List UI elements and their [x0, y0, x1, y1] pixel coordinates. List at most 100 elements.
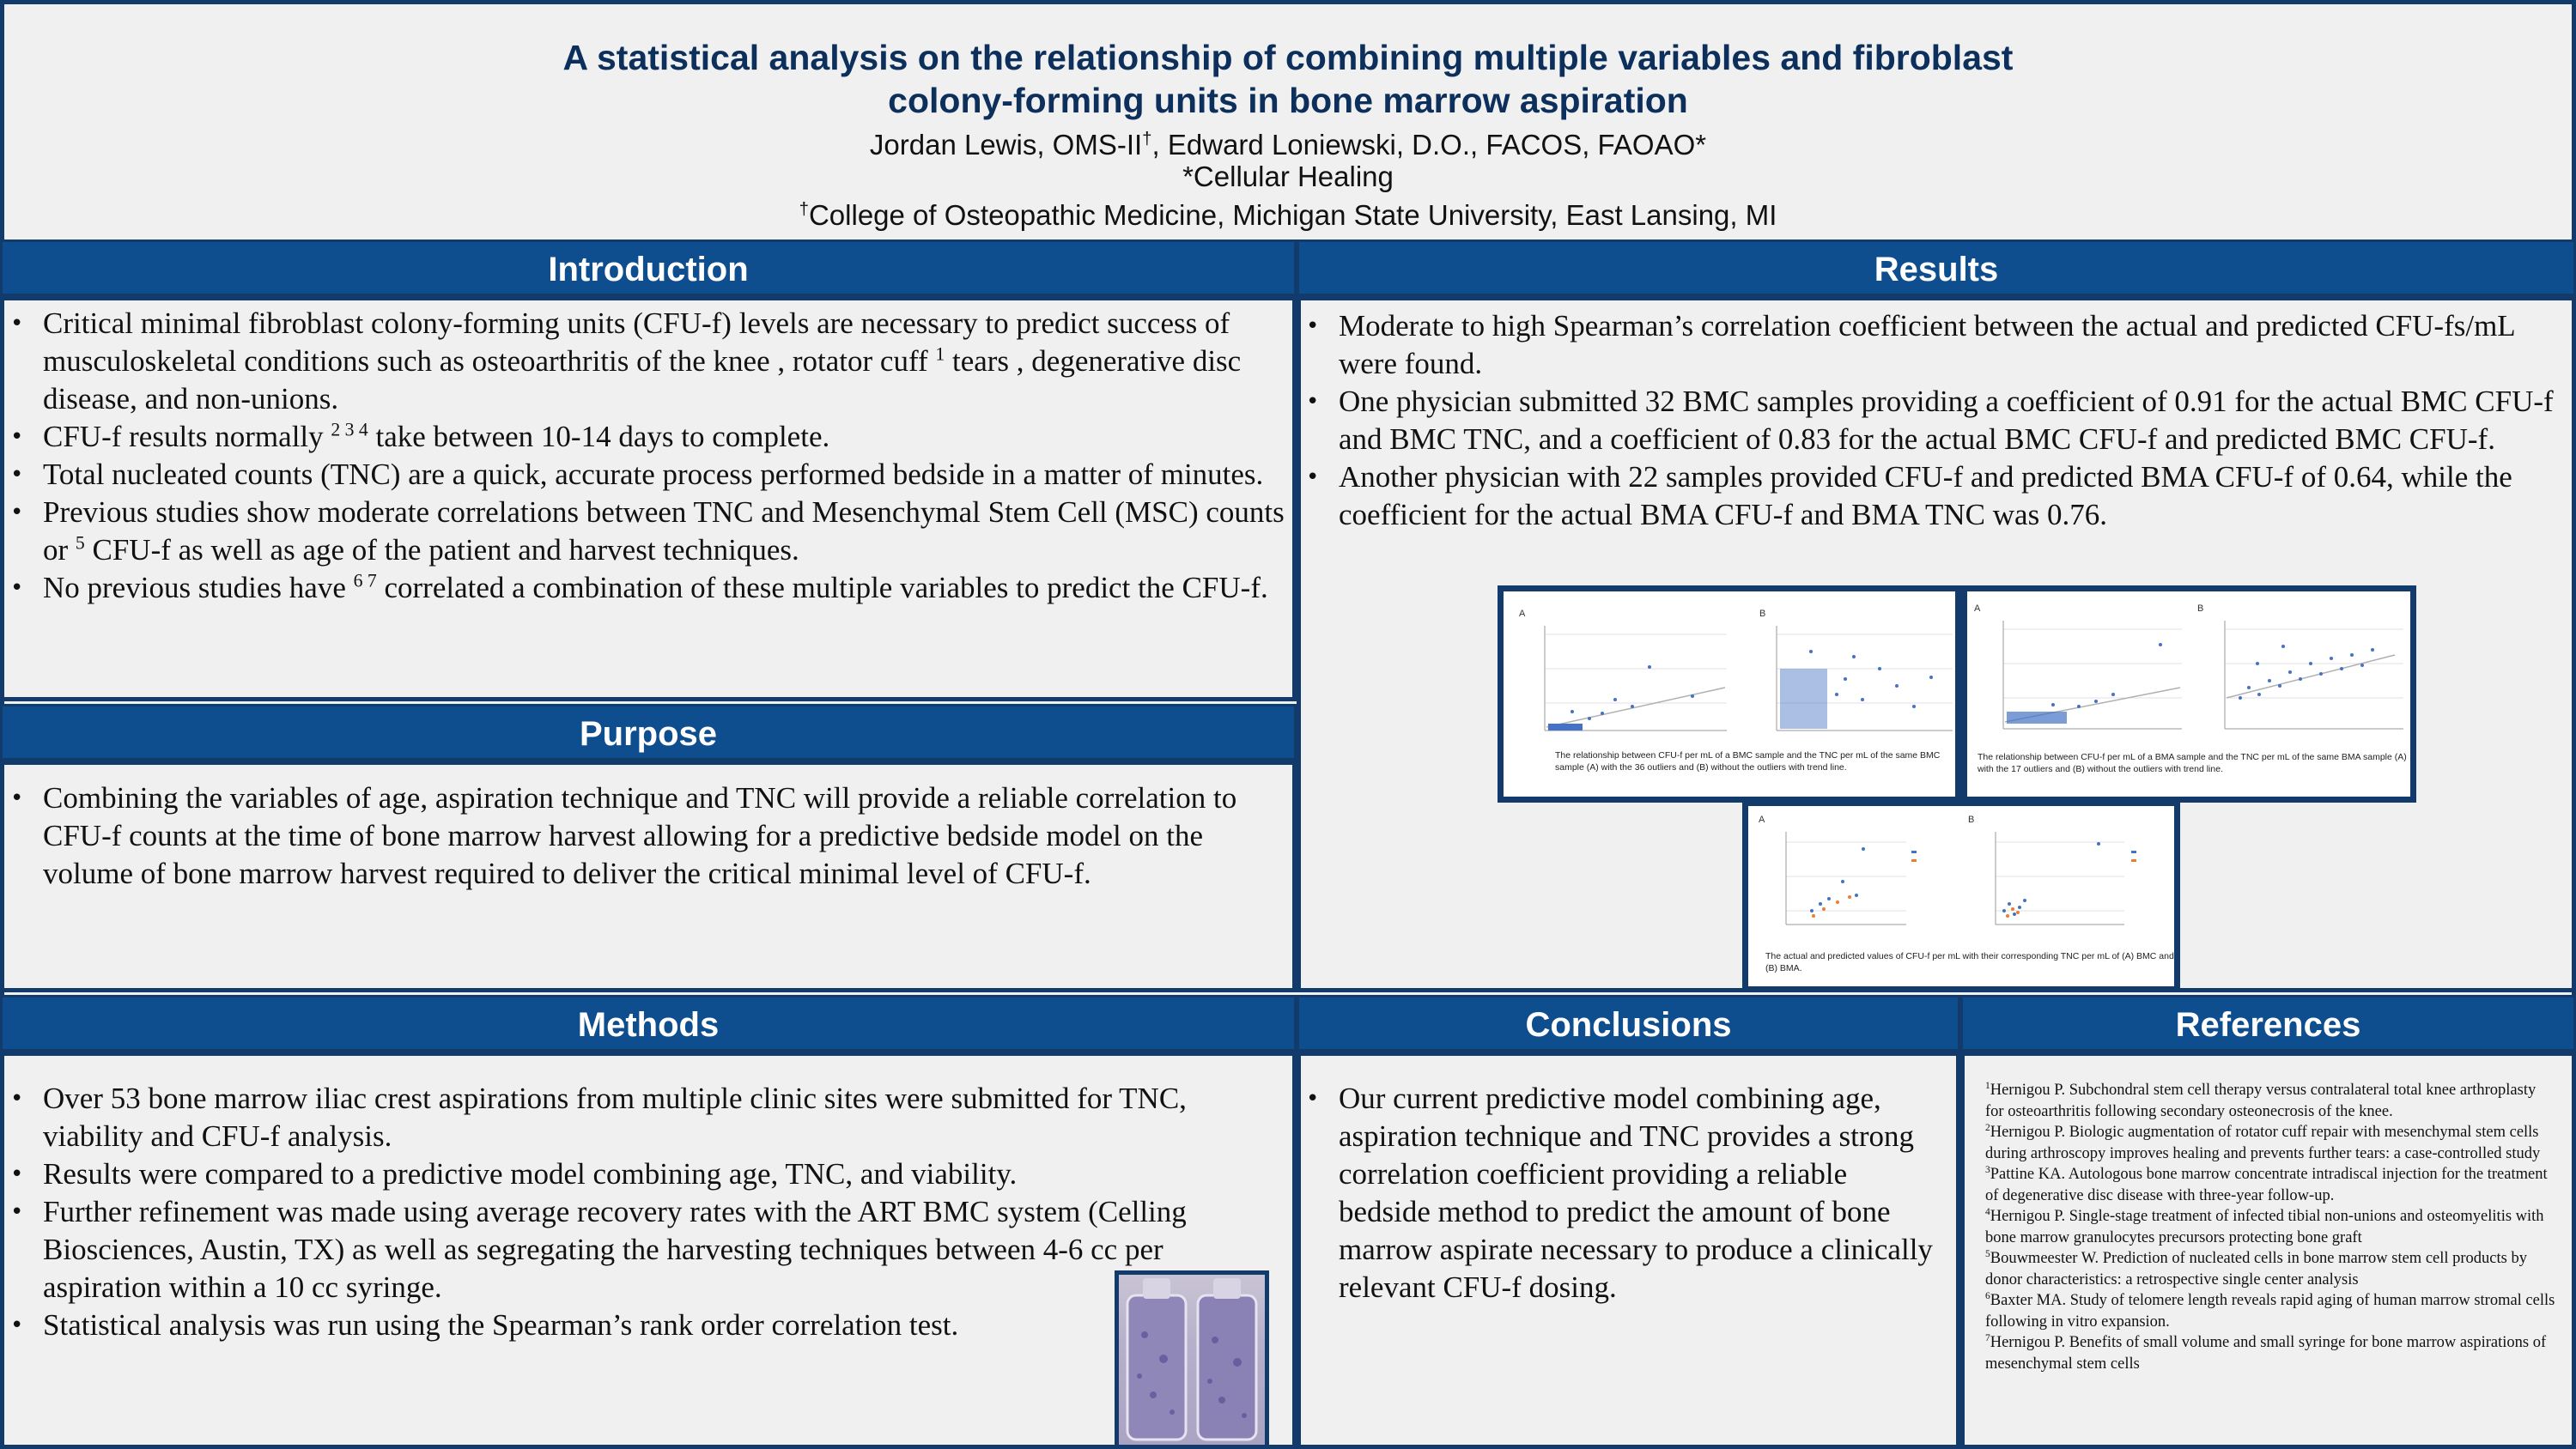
introduction-heading: Introduction	[0, 239, 1297, 296]
reference-text: Baxter MA. Study of telomere length reve…	[1985, 1292, 2555, 1331]
intro-bullet-1-end: tears , degenerative disc disease, and n…	[43, 344, 1242, 415]
list-item: Another physician with 22 samples provid…	[1301, 458, 2563, 534]
reference-text: Hernigou P. Subchondral stem cell therap…	[1985, 1082, 2537, 1120]
affiliation-2-text: College of Osteopathic Medicine, Michiga…	[808, 199, 1777, 231]
results-heading: Results	[1297, 239, 2576, 296]
conclusions-bullet-1: Our current predictive model combining a…	[1339, 1082, 1933, 1304]
references-list: 1Hernigou P. Subchondral stem cell thera…	[1985, 1080, 2557, 1374]
panel-label-b: B	[1759, 609, 1766, 619]
citation-ref: 2 3 4	[331, 419, 368, 440]
reference-text: Hernigou P. Benefits of small volume and…	[1985, 1334, 2547, 1373]
figure-3-caption: The actual and predicted values of CFU-f…	[1765, 951, 2174, 973]
intro-bullet-2: CFU-f results normally	[43, 420, 331, 453]
reference-number: 1	[1985, 1080, 1990, 1091]
figure-3: A B The actual and predicted values of C…	[1742, 800, 2180, 992]
methods-bullet-3: Further refinement was made using averag…	[43, 1195, 1187, 1304]
figure-3-plot-b	[1995, 832, 2136, 925]
panel-label-a: A	[1974, 603, 1981, 614]
affiliation-2: †College of Osteopathic Medicine, Michig…	[0, 199, 2576, 232]
methods-bullet-1: Over 53 bone marrow iliac crest aspirati…	[43, 1082, 1187, 1153]
title-line-2: colony-forming units in bone marrow aspi…	[888, 81, 1688, 120]
panel-label-a: A	[1759, 815, 1765, 825]
affiliation-1: *Cellular Healing	[1182, 161, 1394, 192]
reference-number: 3	[1985, 1164, 1990, 1175]
figure-2-caption: The relationship between CFU-f per mL of…	[1978, 752, 2407, 774]
purpose-bullet-1: Combining the variables of age, aspirati…	[43, 781, 1237, 890]
purpose-heading: Purpose	[0, 704, 1297, 761]
purpose-list: Combining the variables of age, aspirati…	[5, 779, 1276, 893]
list-item: Total nucleated counts (TNC) are a quick…	[5, 456, 1285, 494]
intro-bullet-3: Total nucleated counts (TNC) are a quick…	[43, 458, 1264, 491]
reference-text: Hernigou P. Single-stage treatment of in…	[1985, 1208, 2544, 1246]
figure-1-caption: The relationship between CFU-f per mL of…	[1555, 750, 1941, 773]
author-2: , Edward Loniewski, D.O., FACOS, FAOAO*	[1151, 129, 1707, 161]
figure-2: A B The relationship between CFU-f per m…	[1961, 585, 2416, 803]
figure-3-plot-a	[1785, 832, 1917, 925]
list-item: Previous studies show moderate correlati…	[5, 494, 1285, 569]
reference-number: 4	[1985, 1206, 1990, 1217]
citation-ref: 5	[75, 532, 85, 554]
panel-label-b: B	[2197, 603, 2204, 614]
list-item: One physician submitted 32 BMC samples p…	[1301, 383, 2563, 458]
author-1-mark: †	[1142, 129, 1152, 149]
reference-number: 5	[1985, 1248, 1990, 1259]
flask-illustration	[1126, 1278, 1258, 1441]
introduction-list: Critical minimal fibroblast colony-formi…	[5, 305, 1285, 607]
results-bullet-3: Another physician with 22 samples provid…	[1339, 460, 2512, 531]
reference-item: 4Hernigou P. Single-stage treatment of i…	[1985, 1206, 2557, 1248]
author-line: Jordan Lewis, OMS-II†, Edward Loniewski,…	[0, 129, 2576, 161]
intro-bullet-4: Previous studies show moderate correlati…	[43, 495, 1285, 567]
intro-bullet-5: No previous studies have	[43, 571, 354, 604]
conclusions-heading: Conclusions	[1297, 995, 1960, 1052]
list-item: CFU-f results normally 2 3 4 take betwee…	[5, 418, 1285, 456]
results-bullet-2: One physician submitted 32 BMC samples p…	[1339, 385, 2554, 456]
title-line-1: A statistical analysis on the relationsh…	[562, 38, 2014, 77]
list-item: Results were compared to a predictive mo…	[5, 1155, 1242, 1193]
reference-item: 5Bouwmeester W. Prediction of nucleated …	[1985, 1248, 2557, 1290]
references-panel	[1960, 1052, 2576, 1449]
results-list: Moderate to high Spearman’s correlation …	[1301, 307, 2563, 534]
methods-bullet-4: Statistical analysis was run using the S…	[43, 1308, 959, 1342]
reference-item: 3Pattine KA. Autologous bone marrow conc…	[1985, 1164, 2557, 1206]
methods-bullet-2: Results were compared to a predictive mo…	[43, 1157, 1018, 1191]
reference-text: Pattine KA. Autologous bone marrow conce…	[1985, 1166, 2548, 1204]
panel-label-b: B	[1968, 815, 1975, 825]
methods-list: Over 53 bone marrow iliac crest aspirati…	[5, 1080, 1242, 1344]
conclusions-list: Our current predictive model combining a…	[1301, 1080, 1936, 1307]
list-item: Statistical analysis was run using the S…	[5, 1307, 1242, 1344]
reference-item: 2Hernigou P. Biologic augmentation of ro…	[1985, 1122, 2557, 1164]
reference-number: 6	[1985, 1290, 1990, 1301]
figure-2-plot-b	[2224, 621, 2403, 730]
figure-1-plot-a	[1544, 626, 1727, 731]
reference-number: 7	[1985, 1332, 1990, 1343]
list-item: Our current predictive model combining a…	[1301, 1080, 1936, 1307]
figure-2-plot-a	[2002, 621, 2182, 730]
references-heading: References	[1960, 995, 2576, 1052]
citation-ref: 1	[935, 343, 945, 365]
reference-item: 6Baxter MA. Study of telomere length rev…	[1985, 1290, 2557, 1332]
intro-bullet-5-end: correlated a combination of these multip…	[376, 571, 1268, 604]
poster-title: A statistical analysis on the relationsh…	[258, 36, 2318, 122]
list-item: Over 53 bone marrow iliac crest aspirati…	[5, 1080, 1242, 1155]
affiliation-2-mark: †	[799, 199, 809, 219]
citation-ref: 6 7	[353, 570, 377, 591]
reference-text: Bouwmeester W. Prediction of nucleated c…	[1985, 1250, 2527, 1288]
list-item: Further refinement was made using averag…	[5, 1193, 1242, 1307]
figure-1: A B The relationship between CFU-f per m…	[1498, 585, 1961, 803]
reference-item: 7Hernigou P. Benefits of small volume an…	[1985, 1332, 2557, 1374]
culture-flask-photo	[1115, 1270, 1269, 1449]
figure-1-plot-b	[1776, 626, 1953, 731]
reference-text: Hernigou P. Biologic augmentation of rot…	[1985, 1124, 2541, 1162]
reference-item: 1Hernigou P. Subchondral stem cell thera…	[1985, 1080, 2557, 1122]
intro-bullet-1: Critical minimal fibroblast colony-formi…	[43, 306, 1230, 378]
intro-bullet-4-end: CFU-f as well as age of the patient and …	[84, 533, 799, 567]
list-item: Critical minimal fibroblast colony-formi…	[5, 305, 1285, 418]
intro-bullet-2-end: take between 10-14 days to complete.	[368, 420, 830, 453]
author-1: Jordan Lewis, OMS-II	[869, 129, 1143, 161]
poster-header: A statistical analysis on the relationsh…	[0, 0, 2576, 236]
reference-number: 2	[1985, 1122, 1990, 1133]
list-item: Moderate to high Spearman’s correlation …	[1301, 307, 2563, 383]
panel-label-a: A	[1519, 609, 1526, 619]
results-bullet-1: Moderate to high Spearman’s correlation …	[1339, 309, 2515, 380]
methods-heading: Methods	[0, 995, 1297, 1052]
